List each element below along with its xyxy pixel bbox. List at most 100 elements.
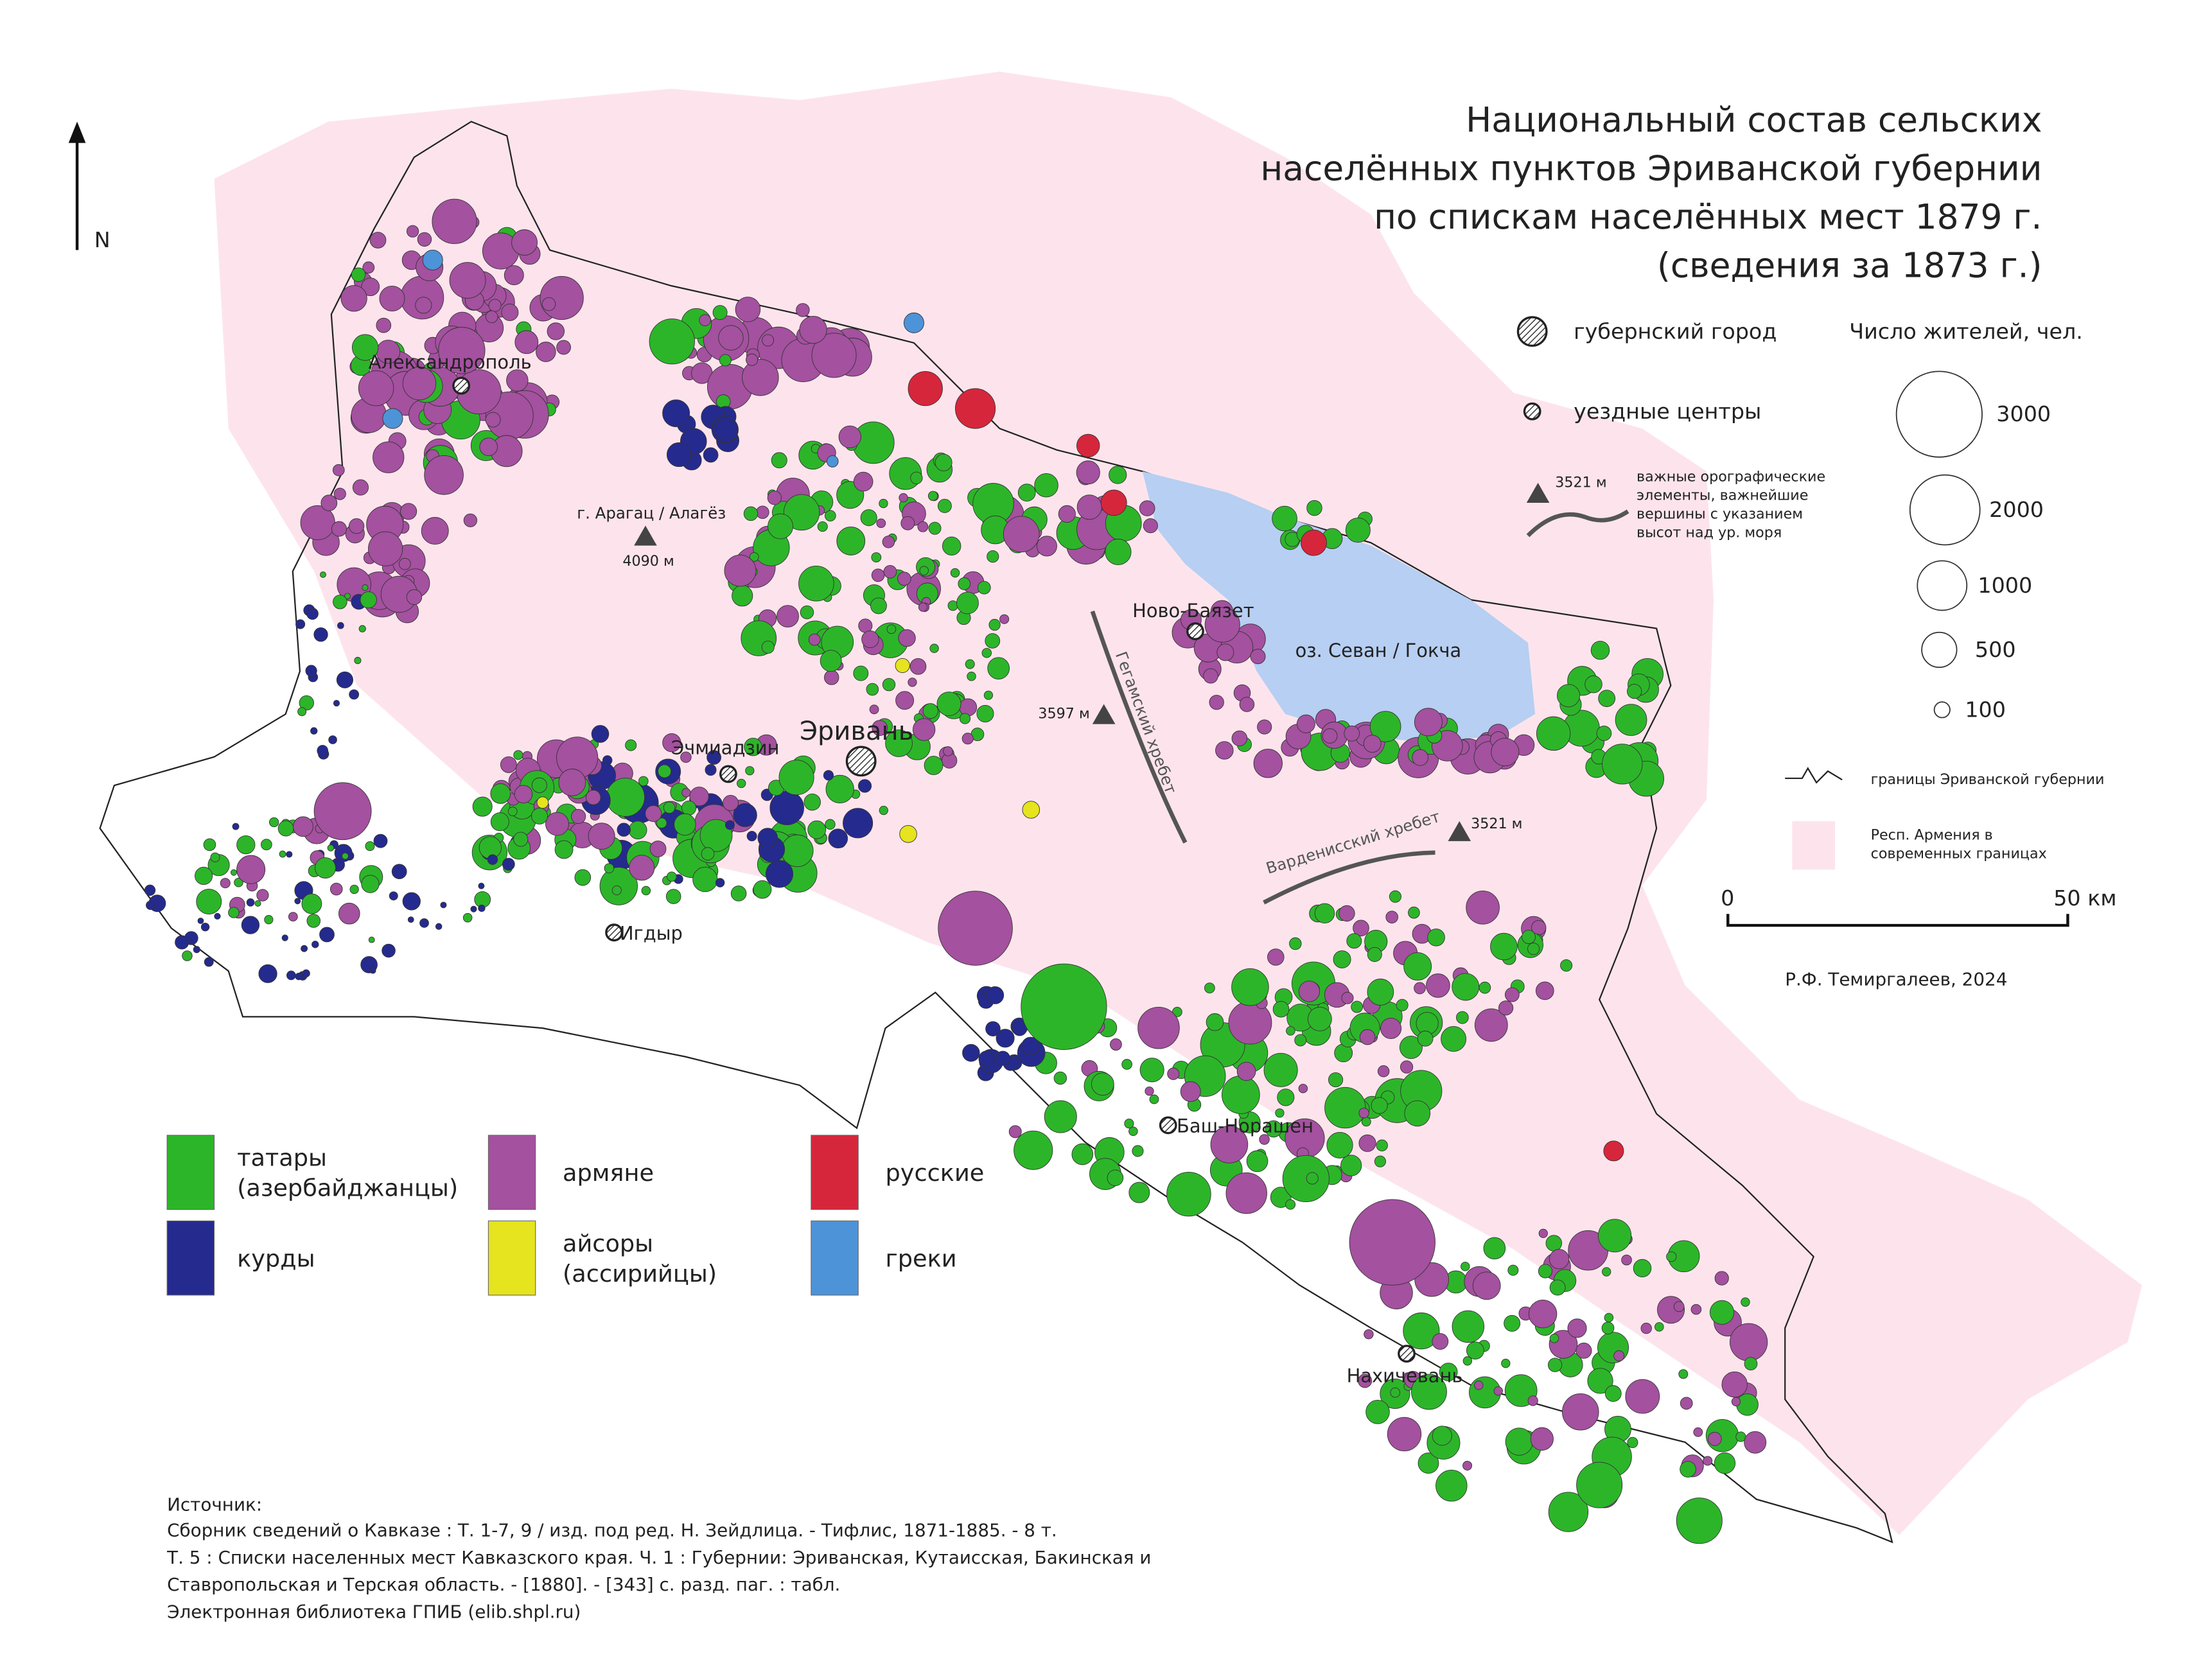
settlement [1562,1393,1599,1431]
settlement [1216,643,1234,661]
settlement [1351,1000,1364,1013]
size-circle [1895,371,1983,458]
settlement [286,970,296,981]
settlement [391,864,407,880]
settlement [947,600,958,611]
settlement [1328,1072,1344,1088]
settlement [478,904,486,912]
ethnic-legend: татары(азербайджанцы) курды армяне айсоры (а… [166,1135,984,1296]
settlement [312,941,319,948]
settlement [937,498,952,513]
settlement [554,840,574,859]
settlement [462,912,473,923]
settlement [507,807,518,817]
settlement [236,855,266,884]
settlement [958,577,971,590]
settlement [714,419,738,442]
settlement [1625,1379,1660,1414]
settlement [1239,697,1255,712]
settlement [1121,1059,1132,1070]
settlement [1707,1431,1722,1446]
settlement [699,819,733,852]
settlement [368,936,375,943]
title: по спискам населённых мест 1879 г. [1374,196,2042,237]
place-label: Баш-Норашен [1177,1115,1313,1137]
settlement [344,593,351,600]
settlement [1456,1011,1469,1024]
settlement [857,779,872,793]
settlement [1396,999,1409,1011]
settlement [258,964,277,983]
legend-border [1785,767,1843,784]
settlements [144,198,1768,1544]
legend-label: современных границах [1871,846,2047,862]
settlement [871,552,882,563]
size-label: 100 [1965,697,2006,722]
settlement [389,891,398,901]
settlement [369,967,376,974]
settlement [1474,1381,1484,1390]
settlement [1472,1271,1501,1300]
settlement [746,353,759,366]
settlement [667,871,677,882]
settlement [753,880,772,899]
settlement [662,733,681,753]
scale-label: 0 [1721,886,1734,911]
settlement [808,633,821,646]
settlement [354,657,362,665]
settlement [1535,981,1554,1000]
settlement [585,789,601,805]
settlement [1017,484,1036,502]
settlement [988,618,1001,631]
settlement [908,677,917,687]
settlement [1673,1301,1685,1313]
settlement [301,893,322,914]
settlement [1259,1134,1270,1145]
settlement [373,833,388,848]
settlement [369,232,387,249]
settlement [293,816,313,837]
settlement [1014,1130,1053,1170]
north-arrow-head [68,121,86,143]
settlement [699,314,712,326]
settlement [898,629,916,647]
settlement [424,455,464,495]
source: Т. 5 : Списки населенных мест Кавказског… [166,1547,1151,1568]
settlement [1547,1357,1563,1372]
settlement [743,506,759,521]
settlement [1474,1008,1508,1042]
settlement [870,597,887,615]
settlement [1267,948,1285,966]
settlement [1149,1094,1159,1104]
settlement [985,633,1001,649]
legend-city [1516,316,1548,347]
settlement [701,847,715,860]
settlement [1076,494,1102,520]
settlement [351,267,366,283]
settlement [746,831,757,842]
settlement [692,866,718,893]
settlement [1204,607,1240,643]
settlement [674,813,696,836]
legend-label: айсоры [563,1230,653,1257]
settlement [987,657,1010,680]
settlement [400,503,417,520]
settlement [703,447,719,463]
settlement [398,557,411,570]
settlement [872,720,888,736]
settlement [1058,505,1076,523]
settlement [504,265,524,286]
settlement [1285,1199,1296,1210]
settlement [777,605,799,628]
settlement [571,808,586,824]
settlement [924,756,944,775]
settlement [1345,518,1371,543]
settlement [449,262,486,299]
settlement [1289,937,1302,950]
settlement [279,850,286,858]
legend-label: татары [237,1144,327,1172]
settlement [1560,959,1573,972]
settlement [1324,1086,1366,1129]
settlement [1022,801,1040,819]
settlement [824,670,839,685]
